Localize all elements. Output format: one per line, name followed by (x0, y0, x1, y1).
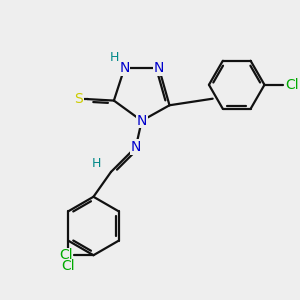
Text: H: H (92, 157, 101, 170)
Text: S: S (74, 92, 83, 106)
Text: H: H (110, 51, 119, 64)
Text: Cl: Cl (285, 78, 299, 92)
Text: Cl: Cl (59, 248, 73, 262)
Text: N: N (154, 61, 164, 75)
Text: N: N (136, 114, 147, 128)
Text: N: N (131, 140, 141, 154)
Text: N: N (119, 61, 130, 75)
Text: Cl: Cl (61, 259, 75, 273)
